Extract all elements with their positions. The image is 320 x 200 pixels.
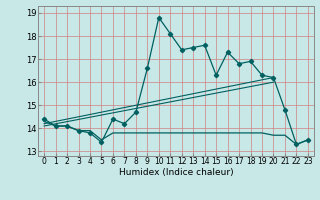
X-axis label: Humidex (Indice chaleur): Humidex (Indice chaleur)	[119, 168, 233, 177]
